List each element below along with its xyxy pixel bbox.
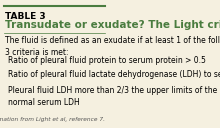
- Text: Transudate or exudate? The Light criteria: Transudate or exudate? The Light criteri…: [5, 20, 220, 30]
- Text: Ratio of pleural fluid lactate dehydrogenase (LDH) to serum LDH > 0.6: Ratio of pleural fluid lactate dehydroge…: [8, 70, 220, 79]
- Text: Ratio of pleural fluid protein to serum protein > 0.5: Ratio of pleural fluid protein to serum …: [8, 56, 206, 65]
- Text: The fluid is defined as an exudate if at least 1 of the following
3 criteria is : The fluid is defined as an exudate if at…: [5, 36, 220, 57]
- Text: TABLE 3: TABLE 3: [5, 12, 45, 21]
- Text: Pleural fluid LDH more than 2/3 the upper limits of the laboratory
normal serum : Pleural fluid LDH more than 2/3 the uppe…: [8, 86, 220, 107]
- Text: Information from Light et al, reference 7.: Information from Light et al, reference …: [0, 117, 105, 122]
